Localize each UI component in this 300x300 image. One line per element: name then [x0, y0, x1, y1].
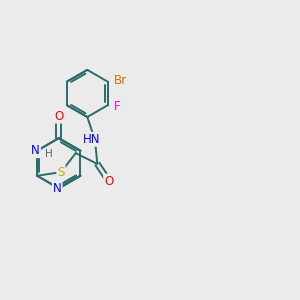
Text: N: N — [31, 144, 40, 157]
Text: H: H — [45, 149, 53, 159]
Text: O: O — [104, 175, 113, 188]
Text: S: S — [57, 166, 64, 179]
Text: F: F — [114, 100, 120, 113]
Text: O: O — [54, 110, 63, 123]
Text: Br: Br — [113, 74, 127, 87]
Text: N: N — [53, 182, 62, 195]
Text: HN: HN — [83, 133, 101, 146]
